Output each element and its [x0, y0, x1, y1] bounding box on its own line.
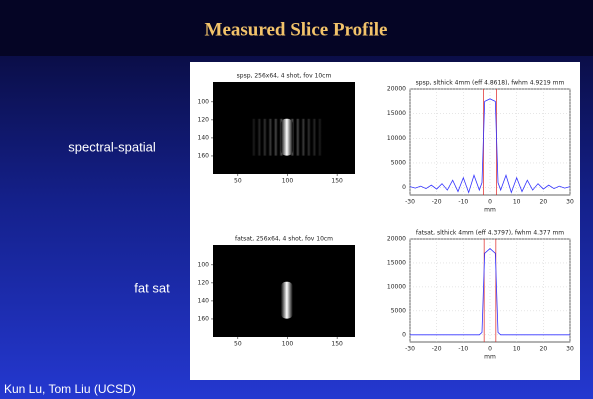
x-tick-label: -10	[458, 199, 468, 206]
footer: Kun Lu, Tom Liu (UCSD)	[4, 382, 136, 396]
y-tick-label: 5000	[391, 307, 406, 314]
x-tick-label: -20	[432, 199, 442, 206]
ghost-stripe	[257, 119, 261, 156]
x-tick-label: 10	[513, 346, 521, 353]
slide: Measured Slice Profile spectral-spatial …	[0, 0, 593, 399]
y-tick-label: 120	[198, 279, 210, 286]
slide-title: Measured Slice Profile	[205, 19, 388, 40]
x-axis-label: mm	[484, 207, 496, 214]
y-tick-label: 140	[198, 297, 210, 304]
plot-title: fatsat, slthick 4mm (eff 4.3797), fwhm 4…	[416, 230, 564, 237]
x-tick-label: 100	[282, 178, 294, 185]
ghost-stripe	[307, 119, 311, 156]
x-tick-label: 30	[566, 346, 574, 353]
x-tick-label: 30	[566, 199, 574, 206]
y-tick-label: 15000	[387, 259, 406, 266]
ghost-stripe	[263, 119, 267, 156]
ghost-stripe	[312, 119, 316, 156]
ghost-stripe	[252, 119, 256, 156]
x-tick-label: -10	[458, 346, 468, 353]
y-tick-label: 160	[198, 152, 210, 159]
x-axis-label: mm	[484, 354, 496, 361]
x-tick-label: 50	[234, 178, 242, 185]
ghost-stripe	[301, 119, 305, 156]
ghost-stripe	[268, 119, 272, 156]
x-tick-label: -30	[405, 346, 415, 353]
x-tick-label: 0	[488, 199, 492, 206]
ghost-stripe	[274, 119, 278, 156]
y-tick-label: 0	[402, 184, 406, 191]
y-tick-label: 5000	[391, 159, 406, 166]
y-tick-label: 120	[198, 116, 210, 123]
y-tick-label: 15000	[387, 110, 406, 117]
signal-stripe	[281, 119, 293, 156]
page: {"title": "Measured Slice Profile", "lab…	[0, 0, 593, 399]
x-tick-label: 50	[234, 341, 242, 348]
x-tick-label: 20	[540, 346, 548, 353]
y-tick-label: 100	[198, 261, 210, 268]
y-tick-label: 0	[402, 331, 406, 338]
x-tick-label: 100	[282, 341, 294, 348]
x-tick-label: -20	[432, 346, 442, 353]
x-tick-label: 150	[331, 341, 343, 348]
x-tick-label: 20	[540, 199, 548, 206]
y-tick-label: 10000	[387, 135, 406, 142]
y-tick-label: 10000	[387, 283, 406, 290]
plot-title: spsp, slthick 4mm (eff 4.8618), fwhm 4.9…	[416, 80, 565, 87]
x-tick-label: 0	[488, 346, 492, 353]
y-tick-label: 20000	[387, 236, 406, 243]
y-tick-label: 160	[198, 315, 210, 322]
row-label: fat sat	[134, 280, 170, 295]
y-tick-label: 100	[198, 98, 210, 105]
signal-stripe	[281, 282, 293, 319]
x-tick-label: 10	[513, 199, 521, 206]
ghost-stripe	[296, 119, 300, 156]
y-tick-label: 140	[198, 134, 210, 141]
plot-title: fatsat, 256x64, 4 shot, fov 10cm	[235, 236, 333, 243]
x-tick-label: -30	[405, 199, 415, 206]
row-label: spectral-spatial	[68, 139, 156, 154]
x-tick-label: 150	[331, 178, 343, 185]
y-tick-label: 20000	[387, 86, 406, 93]
ghost-stripe	[318, 119, 322, 156]
plot-title: spsp, 256x64, 4 shot, fov 10cm	[237, 73, 332, 80]
